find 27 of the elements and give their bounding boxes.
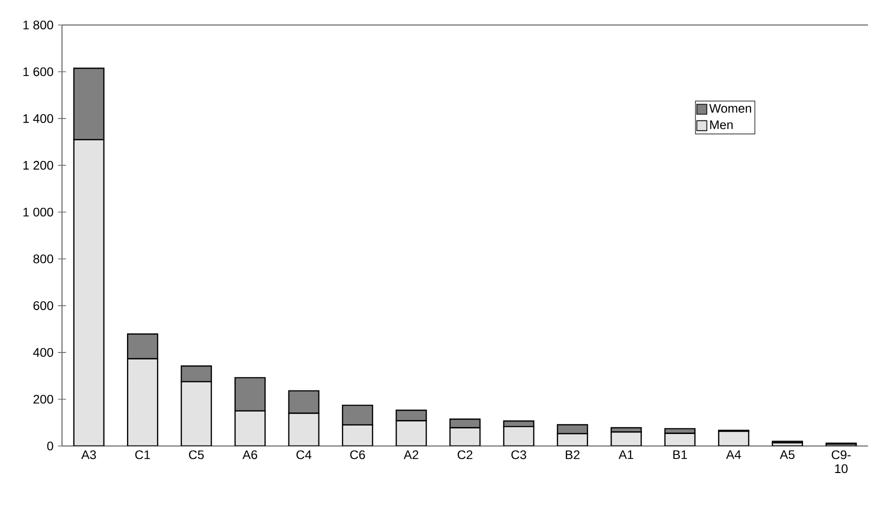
y-tick-label: 1 000 (23, 208, 54, 217)
legend-label: Men (710, 120, 733, 130)
x-tick-label: B1 (673, 450, 687, 459)
y-tick-label: 1 800 (23, 20, 54, 30)
y-tick-label: 1 600 (23, 67, 54, 76)
y-tick-label: 1 200 (23, 160, 54, 170)
x-tick-label: C3 (511, 450, 526, 460)
x-tick-label: C9-10 (832, 450, 851, 474)
y-tick-label: 800 (33, 254, 54, 264)
legend-label: Women (709, 104, 752, 113)
y-tick-label: 1 400 (23, 114, 54, 123)
x-tick-label: A4 (726, 450, 741, 459)
y-tick-label: 0 (47, 442, 54, 450)
x-tick-label: A1 (618, 450, 634, 459)
x-tick-label: A6 (242, 450, 258, 460)
x-tick-label: A3 (81, 450, 96, 460)
x-tick-label: C6 (350, 450, 365, 460)
x-tick-label: C4 (296, 450, 312, 460)
y-tick-label: 400 (33, 348, 54, 357)
x-tick-label: B2 (566, 450, 580, 460)
y-tick-label: 600 (33, 301, 54, 310)
x-tick-label: C1 (135, 450, 150, 460)
x-tick-label: C5 (189, 450, 204, 460)
y-tick-label: 200 (33, 394, 54, 404)
x-tick-label: A5 (780, 450, 795, 460)
x-tick-label: C2 (458, 450, 472, 460)
x-tick-label: A2 (404, 450, 418, 460)
